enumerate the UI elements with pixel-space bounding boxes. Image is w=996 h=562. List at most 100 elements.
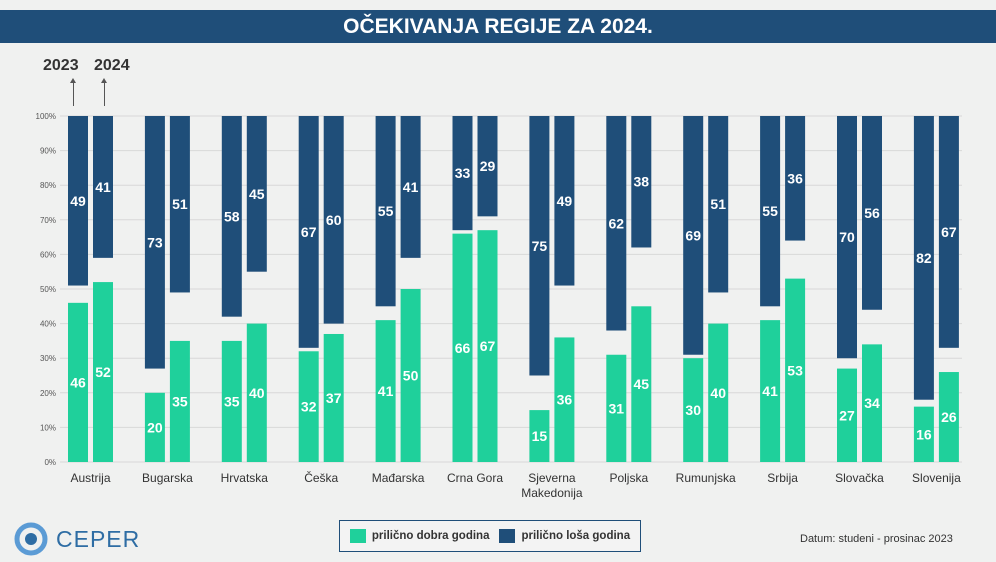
data-label-good: 53 [787,362,803,378]
x-tick-label: Makedonija [521,486,583,500]
y-tick-label: 70% [40,216,56,225]
bar-bad [708,116,729,293]
x-tick-label: Sjeverna [528,471,576,485]
logo-icon [14,522,48,556]
bar-bad [938,116,959,348]
y-tick-label: 60% [40,250,56,259]
bar-good [683,358,704,462]
data-label-good: 31 [609,400,625,416]
data-label-good: 27 [839,407,855,423]
bar-bad [221,116,242,317]
y-tick-label: 90% [40,147,56,156]
bar-good [93,282,113,462]
data-label-good: 20 [147,419,163,435]
bar-bad [298,116,319,348]
bar-bad [606,116,627,331]
x-tick-label: Crna Gora [447,471,503,485]
y-tick-label: 20% [40,389,56,398]
data-label-bad: 67 [301,224,317,240]
bar-good [938,372,959,462]
bar-bad [785,116,806,241]
bar-good [554,337,575,462]
data-label-good: 30 [685,402,701,418]
arrow-up-icon [70,78,76,106]
bar-bad [246,116,267,272]
x-tick-label: Hrvatska [221,471,269,485]
data-label-good: 66 [455,340,471,356]
bar-good [631,306,652,462]
bar-bad [631,116,652,248]
bar-good [862,344,882,462]
y-tick-label: 0% [44,458,56,467]
data-label-good: 34 [864,395,880,411]
data-label-good: 16 [916,426,932,442]
bar-good [375,320,396,462]
chart-title: OČEKIVANJA REGIJE ZA 2024. [0,10,996,43]
x-tick-label: Poljska [609,471,648,485]
bar-good [760,320,781,462]
data-label-bad: 41 [403,179,419,195]
bar-good [68,302,88,462]
bar-good [400,289,421,462]
bar-good [837,368,857,462]
x-tick-label: Srbija [767,471,798,485]
bar-good [221,340,242,462]
y-tick-label: 50% [40,285,56,294]
data-label-good: 40 [710,385,726,401]
data-label-bad: 58 [224,208,240,224]
legend-swatch-good [349,529,366,543]
data-label-bad: 55 [378,203,394,219]
data-label-good: 67 [480,338,496,354]
data-label-bad: 73 [147,234,163,250]
x-tick-label: Rumunjska [676,471,736,485]
arrow-up-icon [101,78,107,106]
bar-bad [144,116,165,369]
data-label-bad: 67 [941,224,957,240]
legend-label-bad: prilično loša godina [521,530,631,542]
data-label-good: 52 [95,364,111,380]
x-tick-label: Češka [304,470,338,485]
data-label-bad: 69 [685,227,701,243]
data-label-bad: 45 [249,186,265,202]
bar-bad [529,116,550,376]
data-label-bad: 49 [70,193,86,209]
bar-good [246,323,267,462]
bar-good [169,340,190,462]
bar-bad [554,116,575,286]
bar-bad [93,116,113,258]
survey-date: Datum: studeni - prosinac 2023 [800,533,953,545]
x-tick-label: Slovenija [912,471,961,485]
bar-bad [913,116,934,400]
data-label-bad: 75 [532,238,548,254]
x-tick-label: Mađarska [372,471,425,485]
legend-swatch-bad [499,529,516,543]
bar-good [606,354,627,462]
bar-good [477,230,498,462]
data-label-bad: 29 [480,158,496,174]
bar-good [913,406,934,462]
data-label-good: 45 [634,376,650,392]
data-label-bad: 60 [326,212,342,228]
data-label-bad: 56 [864,205,880,221]
bar-bad [760,116,781,307]
data-label-good: 40 [249,385,265,401]
data-label-bad: 38 [634,174,650,190]
y-tick-label: 40% [40,320,56,329]
data-label-bad: 55 [762,203,778,219]
data-label-good: 41 [378,383,394,399]
bar-good [323,333,344,462]
bar-bad [477,116,498,217]
data-label-bad: 49 [557,193,573,209]
bar-bad [862,116,882,310]
data-label-good: 15 [532,428,548,444]
data-label-good: 36 [557,392,573,408]
bar-bad [375,116,396,307]
legend-label-good: prilično dobra godina [371,530,490,542]
bar-good [144,392,165,462]
x-tick-label: Bugarska [142,471,193,485]
bar-good [529,410,550,462]
bar-good [298,351,319,462]
bar-good [785,278,806,462]
y-tick-label: 30% [40,354,56,363]
data-label-bad: 33 [455,165,471,181]
